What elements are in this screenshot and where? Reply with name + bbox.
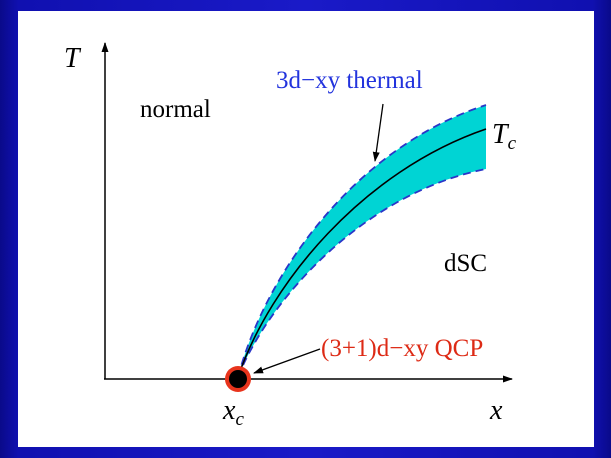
band-upper-edge (237, 104, 487, 378)
xc-main: x (222, 395, 236, 426)
dsc-region-label: dSC (444, 250, 487, 277)
xc-label: xc (222, 395, 244, 430)
tc-subscript: c (508, 133, 517, 154)
qcp-marker-dot (229, 370, 247, 388)
tc-curve (237, 128, 487, 378)
normal-region-label: normal (140, 96, 211, 123)
tc-curve-label: Tc (492, 119, 517, 154)
thermal-pointer-arrow (372, 103, 384, 162)
qcp-annotation-label: (3+1)d−xy QCP (321, 335, 483, 362)
diagram-panel: T x normal dSC 3d−xy thermal (3+1)d−xy Q… (18, 11, 594, 447)
qcp-pointer-arrow (253, 348, 321, 374)
thermal-annotation-label: 3d−xy thermal (276, 67, 423, 94)
y-axis-label: T (64, 43, 82, 74)
phase-diagram: T x normal dSC 3d−xy thermal (3+1)d−xy Q… (64, 42, 517, 430)
band-lower-edge (237, 168, 487, 378)
xc-subscript: c (235, 409, 244, 430)
x-axis-label: x (489, 395, 503, 426)
thermal-fluctuation-band (238, 105, 486, 377)
tc-main: T (492, 119, 510, 150)
